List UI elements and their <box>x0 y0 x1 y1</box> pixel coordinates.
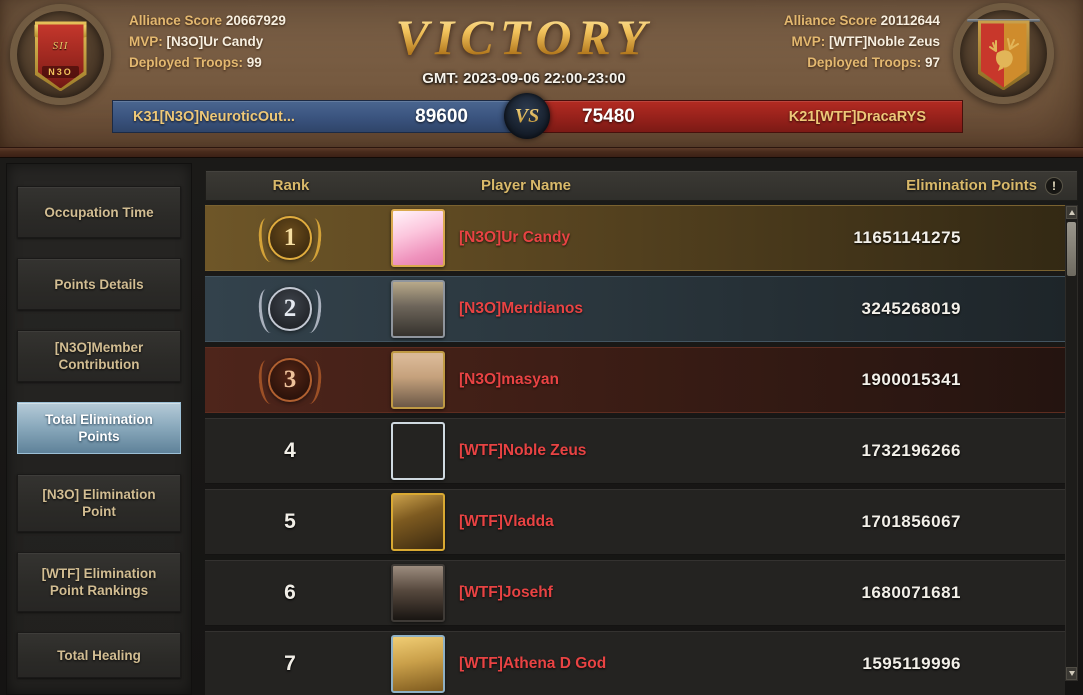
stag-icon <box>988 38 1019 72</box>
bronze-medal-icon: 3 <box>268 358 312 402</box>
troops-value: 99 <box>246 55 262 70</box>
rank-number: 5 <box>284 510 296 533</box>
player-name[interactable]: [N3O]masyan <box>459 371 559 388</box>
mvp-value: [WTF]Noble Zeus <box>829 34 940 49</box>
table-scrollbar[interactable] <box>1065 205 1078 681</box>
n3o-shield-icon: SII N3O <box>34 21 87 92</box>
rank-column-header: Rank <box>272 177 310 194</box>
player-avatar[interactable] <box>391 209 445 267</box>
rank-number: 6 <box>284 581 296 604</box>
triangle-down-icon <box>1068 671 1075 676</box>
table-row[interactable]: 7 [WTF]Athena D God 1595119996 <box>205 631 1065 695</box>
sidebar-item-occupation-time[interactable]: Occupation Time <box>17 186 181 238</box>
silver-medal-icon: 2 <box>268 287 312 331</box>
player-avatar[interactable] <box>391 493 445 551</box>
right-kingdom-name: K21[WTF]DracaRYS <box>788 108 926 125</box>
elimination-points-value: 1732196266 <box>861 441 961 460</box>
rank-number: 4 <box>284 439 296 462</box>
emblem-banner-text: SII <box>52 40 69 53</box>
alliance-score-label: Alliance Score <box>783 13 877 28</box>
sidebar-item-total-healing[interactable]: Total Healing <box>17 632 181 678</box>
gold-medal-icon: 1 <box>268 216 312 260</box>
banner-divider <box>0 147 1083 158</box>
table-row[interactable]: 4 [WTF]Noble Zeus 1732196266 <box>205 418 1065 484</box>
right-kingdom-score: 75480 <box>582 105 635 127</box>
scroll-up-button[interactable] <box>1066 206 1077 219</box>
sidebar-item-wtf-elimination-point-rankings[interactable]: [WTF] Elimination Point Rankings <box>17 552 181 612</box>
player-name[interactable]: [WTF]Noble Zeus <box>459 442 587 459</box>
alliance-score-value: 20112644 <box>880 13 940 28</box>
elimination-points-value: 1680071681 <box>861 583 961 602</box>
left-alliance-emblem: SII N3O <box>10 4 111 105</box>
elimination-points-value: 1595119996 <box>862 654 961 673</box>
elimination-points-value: 1900015341 <box>861 370 961 389</box>
player-name[interactable]: [WTF]Vladda <box>459 513 554 530</box>
mvp-label: MVP: <box>791 34 826 49</box>
scroll-down-button[interactable] <box>1066 667 1077 680</box>
table-header: Rank Player Name Elimination Points ! <box>205 170 1078 201</box>
mvp-value: [N3O]Ur Candy <box>166 34 264 49</box>
troops-value: 97 <box>924 55 940 70</box>
alliance-score-value: 20667929 <box>225 13 286 28</box>
left-alliance-stats: Alliance Score 20667929 MVP: [N3O]Ur Can… <box>129 10 286 73</box>
report-content: Occupation Time Points Details [N3O]Memb… <box>0 158 1083 695</box>
troops-label: Deployed Troops: <box>129 55 244 70</box>
table-row[interactable]: 6 [WTF]Josehf 1680071681 <box>205 560 1065 626</box>
victory-title: VICTORY <box>324 8 724 66</box>
right-alliance-emblem <box>953 3 1054 104</box>
victory-banner: SII N3O Alliance Score 20667929 MVP: [N3… <box>0 0 1083 158</box>
player-avatar[interactable] <box>391 564 445 622</box>
troops-label: Deployed Troops: <box>807 55 922 70</box>
left-kingdom-score: 89600 <box>415 105 468 127</box>
right-alliance-stats: Alliance Score 20112644 MVP: [WTF]Noble … <box>784 10 940 73</box>
alliance-score-label: Alliance Score <box>129 13 223 28</box>
player-avatar[interactable] <box>391 422 445 480</box>
sidebar-item-n3o-member-contribution[interactable]: [N3O]Member Contribution <box>17 330 181 382</box>
info-icon[interactable]: ! <box>1045 176 1063 195</box>
player-name-column-header: Player Name <box>480 177 572 194</box>
emblem-alliance-tag: N3O <box>42 66 79 79</box>
elimination-points-value: 11651141275 <box>853 228 961 247</box>
player-avatar[interactable] <box>391 351 445 409</box>
report-sidebar: Occupation Time Points Details [N3O]Memb… <box>6 163 192 695</box>
player-name[interactable]: [WTF]Athena D God <box>459 655 607 672</box>
table-row[interactable]: 3 [N3O]masyan 1900015341 <box>205 347 1065 413</box>
stag-shield-icon <box>977 20 1030 91</box>
elimination-points-table: Rank Player Name Elimination Points ! 1 … <box>205 158 1078 695</box>
rank-number: 7 <box>284 652 296 675</box>
table-row[interactable]: 5 [WTF]Vladda 1701856067 <box>205 489 1065 555</box>
player-name[interactable]: [N3O]Ur Candy <box>459 229 571 246</box>
table-rows: 1 [N3O]Ur Candy 11651141275 2 [N3O]Merid… <box>205 205 1065 695</box>
vs-score-bar: K31[N3O]NeuroticOut... 89600 75480 K21[W… <box>112 93 963 139</box>
table-row[interactable]: 2 [N3O]Meridianos 3245268019 <box>205 276 1065 342</box>
sidebar-item-n3o-elimination-point[interactable]: [N3O] Elimination Point <box>17 474 181 532</box>
mvp-label: MVP: <box>129 34 163 49</box>
triangle-up-icon <box>1068 210 1075 215</box>
elimination-points-value: 1701856067 <box>861 512 961 531</box>
elimination-points-value: 3245268019 <box>861 299 961 318</box>
player-name[interactable]: [WTF]Josehf <box>459 584 553 601</box>
player-name[interactable]: [N3O]Meridianos <box>459 300 584 317</box>
table-row[interactable]: 1 [N3O]Ur Candy 11651141275 <box>205 205 1065 271</box>
player-avatar[interactable] <box>391 635 445 693</box>
right-kingdom-bar: 75480 K21[WTF]DracaRYS <box>527 100 963 133</box>
elimination-points-column-header: Elimination Points <box>906 177 1037 194</box>
player-avatar[interactable] <box>391 280 445 338</box>
vs-medallion-icon: VS <box>504 93 550 139</box>
scrollbar-thumb[interactable] <box>1067 222 1076 276</box>
gmt-time-range: GMT: 2023-09-06 22:00-23:00 <box>422 70 626 87</box>
left-kingdom-name: K31[N3O]NeuroticOut... <box>133 108 295 125</box>
sidebar-item-points-details[interactable]: Points Details <box>17 258 181 310</box>
sidebar-item-total-elimination-points[interactable]: Total Elimination Points <box>17 402 181 454</box>
left-kingdom-bar: K31[N3O]NeuroticOut... 89600 <box>112 100 527 133</box>
